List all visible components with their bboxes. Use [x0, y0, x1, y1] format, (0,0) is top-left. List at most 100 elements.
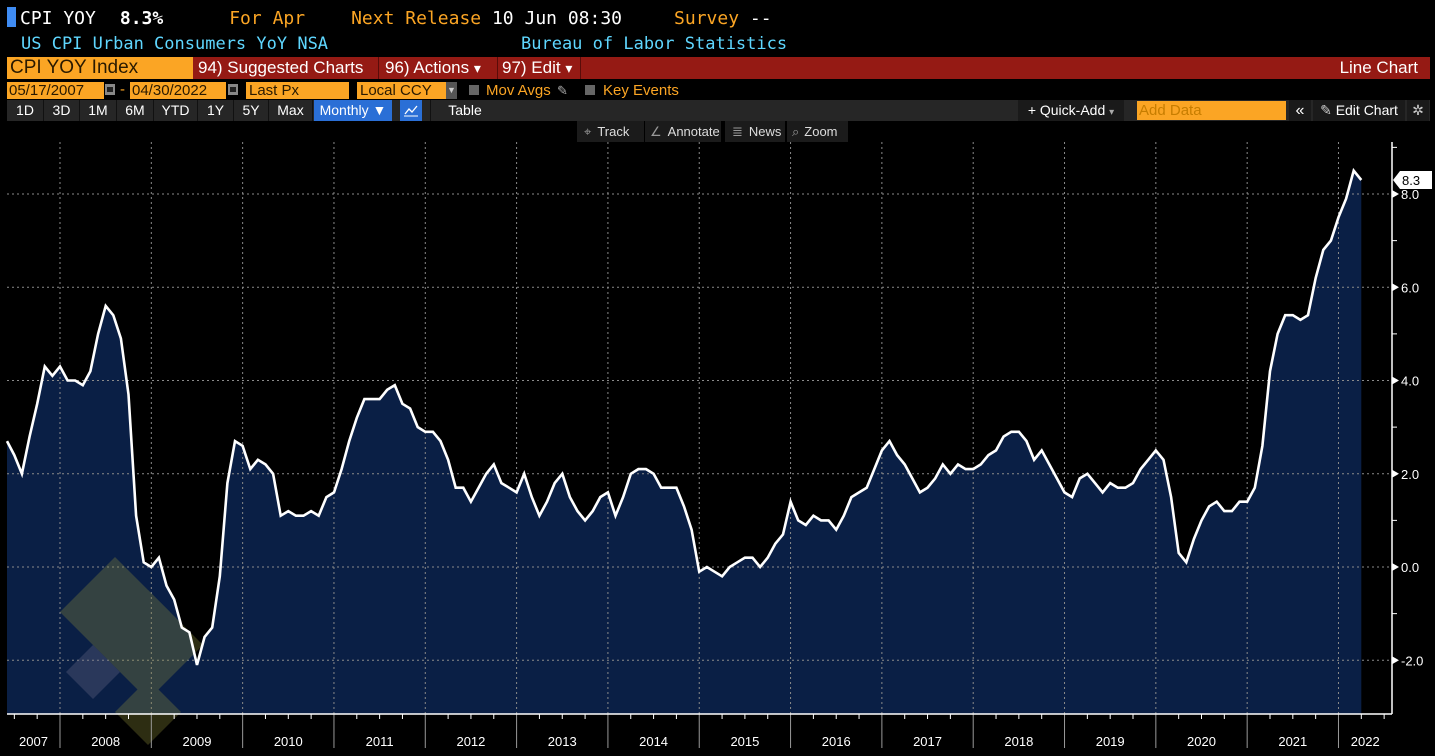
bloomberg-logo-watermark: [60, 557, 203, 745]
y-tick-label: -2.0: [1401, 653, 1423, 668]
x-tick-label: 2021: [1278, 734, 1307, 749]
x-tick-label: 2014: [639, 734, 668, 749]
last-value: 8.3%: [119, 8, 164, 29]
y-tick-marker: [1392, 376, 1399, 385]
range-1y[interactable]: 1Y: [198, 100, 234, 121]
next-release-value: 10 Jun 08:30: [491, 8, 623, 29]
currency-select[interactable]: Local CCY: [357, 82, 446, 99]
command-bar: [7, 57, 1430, 79]
y-tick-label: 4.0: [1401, 374, 1419, 389]
edit-chart-button[interactable]: ✎ Edit Chart: [1313, 100, 1405, 121]
x-tick-label: 2015: [730, 734, 759, 749]
calendar-icon[interactable]: [105, 84, 115, 95]
source: Bureau of Labor Statistics: [521, 34, 788, 54]
logo-diamond: [66, 645, 120, 699]
pencil-icon[interactable]: ✎: [557, 83, 568, 98]
edit-button[interactable]: 97) Edit ▾: [498, 57, 581, 79]
range-1m[interactable]: 1M: [80, 100, 117, 121]
y-tick-label: 0.0: [1401, 560, 1419, 575]
x-tick-label: 2020: [1187, 734, 1216, 749]
actions-label: 96) Actions: [385, 58, 470, 77]
x-tick-label: 2008: [91, 734, 120, 749]
actions-button[interactable]: 96) Actions ▾: [380, 57, 498, 79]
x-tick-label: 2019: [1096, 734, 1125, 749]
field-select[interactable]: Last Px: [246, 82, 349, 99]
pencil-icon: ✎: [1320, 102, 1332, 118]
start-date-field[interactable]: 05/17/2007: [7, 82, 104, 99]
y-tick-label: 6.0: [1401, 280, 1419, 295]
y-tick-marker: [1392, 656, 1399, 665]
chevron-down-icon: ▾: [473, 60, 481, 76]
x-tick-label: 2017: [913, 734, 942, 749]
quick-add-label: + Quick-Add: [1027, 102, 1106, 118]
range-ytd[interactable]: YTD: [154, 100, 198, 121]
security-marker: [7, 7, 16, 27]
chevron-down-icon[interactable]: ▼: [446, 82, 457, 99]
logo-diamond: [60, 557, 170, 667]
range-3d[interactable]: 3D: [44, 100, 80, 121]
ticker: CPI YOY: [20, 8, 96, 29]
suggested-charts-button[interactable]: 94) Suggested Charts: [194, 57, 379, 79]
logo-diamond: [115, 679, 181, 745]
y-tick-marker: [1392, 283, 1399, 292]
mov-avgs-label: Mov Avgs: [486, 82, 551, 99]
annotate-label: Annotate: [667, 124, 720, 139]
y-tick-marker: [1392, 563, 1399, 571]
add-data-input[interactable]: Add Data: [1137, 101, 1286, 120]
x-tick-label: 2016: [822, 734, 851, 749]
x-tick-label: 2022: [1351, 734, 1380, 749]
range-max[interactable]: Max: [269, 100, 313, 121]
survey-label: Survey: [674, 8, 740, 29]
cpi-line-chart[interactable]: -2.0 0.0 2.0 4.0 6.0 8.0 2007 2008 2009 2010 2011 2…: [0, 142, 1435, 756]
mov-avgs-checkbox[interactable]: [469, 85, 479, 95]
date-separator: -: [120, 81, 125, 98]
crosshair-icon: ⌖: [584, 124, 592, 139]
chevron-down-icon: ▾: [565, 60, 573, 76]
collapse-icon[interactable]: «: [1289, 100, 1311, 121]
annotate-icon: ∠: [650, 124, 662, 139]
gear-icon[interactable]: ✲: [1407, 100, 1429, 121]
x-tick-label: 2011: [366, 734, 394, 749]
key-events-label: Key Events: [603, 82, 679, 99]
x-tick-label: 2013: [548, 734, 577, 749]
next-release-label: Next Release: [351, 8, 482, 29]
chevron-down-icon: ▾: [1109, 107, 1115, 118]
security-input[interactable]: CPI YOY Index: [7, 57, 193, 79]
magnifier-icon: ⌕: [792, 124, 800, 139]
calendar-icon[interactable]: [228, 84, 238, 95]
range-6m[interactable]: 6M: [117, 100, 154, 121]
period-label: For Apr: [229, 8, 306, 29]
chart-type-label: Line Chart: [1339, 58, 1418, 77]
edit-label: 97) Edit: [502, 58, 561, 77]
annotate-button[interactable]: ∠ Annotate: [645, 121, 721, 142]
frequency-select[interactable]: Monthly ▼: [314, 100, 392, 121]
news-button[interactable]: ≣ News: [725, 121, 785, 142]
quick-add-button[interactable]: + Quick-Add ▾: [1018, 100, 1124, 121]
y-tick-label: 8.0: [1401, 187, 1419, 202]
range-5y[interactable]: 5Y: [234, 100, 269, 121]
x-tick-label: 2018: [1004, 734, 1033, 749]
x-tick-label: 2007: [19, 734, 48, 749]
series-line: [5, 167, 1363, 666]
table-button[interactable]: Table: [430, 100, 499, 121]
end-date-field[interactable]: 04/30/2022: [130, 82, 226, 99]
track-button[interactable]: ⌖ Track: [577, 121, 644, 142]
description: US CPI Urban Consumers YoY NSA: [21, 34, 329, 54]
zoom-label: Zoom: [804, 124, 838, 139]
last-value-label: 8.3: [1402, 173, 1420, 188]
news-icon: ≣: [732, 124, 743, 139]
logo-diamond: [93, 590, 203, 700]
zoom-button[interactable]: ⌕ Zoom: [787, 121, 848, 142]
x-tick-label: 2010: [274, 734, 303, 749]
edit-chart-label: Edit Chart: [1335, 102, 1398, 118]
survey-value: --: [749, 8, 772, 29]
line-chart-icon[interactable]: [400, 100, 422, 121]
area-fill: [7, 170, 1362, 714]
news-label: News: [748, 124, 782, 139]
x-tick-label: 2012: [456, 734, 485, 749]
key-events-checkbox[interactable]: [585, 85, 595, 95]
y-tick-marker: [1392, 190, 1399, 198]
x-tick-label: 2009: [183, 734, 212, 749]
header-line: CPI YOY 8.3% For Apr Next Release 10 Jun 08…: [0, 7, 772, 31]
range-1d[interactable]: 1D: [7, 100, 44, 121]
